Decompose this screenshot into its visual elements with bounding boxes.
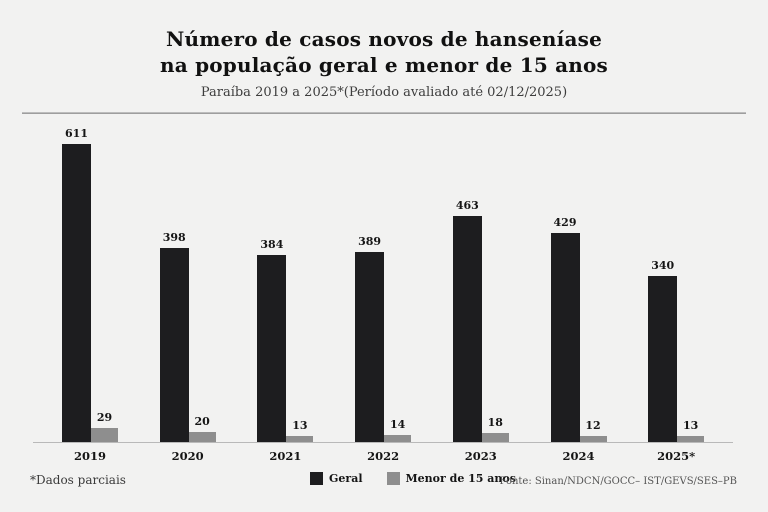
bar-value-label-geral-2020: 398: [162, 231, 186, 244]
bar-value-label-menor15-2022: 14: [389, 418, 406, 431]
bar-value-label-menor15-2024: 12: [585, 419, 601, 432]
bar-value-label-geral-2021: 384: [260, 238, 284, 251]
bar-geral-2021: [257, 255, 287, 442]
bar-value-label-menor15-2025: 13: [683, 419, 699, 432]
x-axis-line: [33, 442, 733, 443]
bar-menor15-2022: [384, 435, 412, 442]
x-tick-label-2019: 2019: [73, 449, 106, 463]
source-text: Fonte: Sinan/NDCN/GOCC– IST/GEVS/SES–PB: [499, 476, 737, 487]
x-tick-label-2023: 2023: [464, 449, 497, 463]
bar-menor15-2024: [579, 436, 607, 442]
grouped-bar-chart: 611 29 2019 398 20 2020 384 13 2021 389 14 2022 463 1…: [0, 120, 768, 465]
bar-menor15-2019: [91, 428, 118, 442]
bar-geral-2020: [159, 248, 189, 442]
bar-value-label-geral-2024: 429: [553, 216, 577, 229]
chart-title: Número de casos novos de hanseníase na po…: [0, 26, 768, 78]
bar-menor15-2023: [481, 433, 509, 442]
bar-geral-2025: [648, 276, 678, 442]
x-tick-label-2020: 2020: [171, 449, 204, 463]
bar-menor15-2020: [188, 432, 216, 442]
chart-header: Número de casos novos de hanseníase na po…: [0, 26, 768, 100]
chart-legend: Geral Menor de 15 anos: [310, 472, 516, 485]
bar-value-label-menor15-2019: 29: [96, 411, 113, 424]
x-tick-label-2024: 2024: [562, 449, 595, 463]
bar-geral-2024: [550, 233, 580, 442]
legend-item-menor15: Menor de 15 anos: [386, 472, 516, 485]
chart-title-line2: na população geral e menor de 15 anos: [160, 53, 608, 77]
chart-subtitle: Paraíba 2019 a 2025*(Período avaliado at…: [200, 85, 568, 100]
chart-title-line1: Número de casos novos de hanseníase: [165, 27, 603, 51]
bar-value-label-menor15-2021: 13: [292, 419, 308, 432]
bar-value-label-geral-2023: 463: [455, 199, 479, 212]
legend-label-menor15: Menor de 15 anos: [405, 472, 516, 485]
divider-line: [22, 112, 746, 114]
legend-item-geral: Geral: [310, 472, 363, 485]
legend-swatch-geral: [310, 472, 323, 485]
legend-swatch-menor15: [386, 472, 400, 485]
bar-value-label-menor15-2020: 20: [194, 415, 210, 428]
bar-value-label-geral-2019: 611: [65, 127, 88, 140]
bar-geral-2019: [62, 144, 91, 442]
bar-geral-2023: [452, 216, 482, 442]
bar-menor15-2021: [286, 436, 314, 442]
bar-value-label-menor15-2023: 18: [487, 416, 503, 429]
bar-value-label-geral-2025: 340: [651, 259, 675, 272]
bar-value-label-geral-2022: 389: [358, 235, 382, 248]
bar-menor15-2025: [677, 436, 705, 442]
x-tick-label-2022: 2022: [367, 449, 400, 463]
legend-label-geral: Geral: [329, 472, 363, 485]
footnote: *Dados parciais: [30, 473, 126, 487]
x-tick-label-2021: 2021: [269, 449, 302, 463]
bar-geral-2022: [355, 252, 385, 442]
x-tick-label-2025: 2025*: [657, 449, 696, 463]
